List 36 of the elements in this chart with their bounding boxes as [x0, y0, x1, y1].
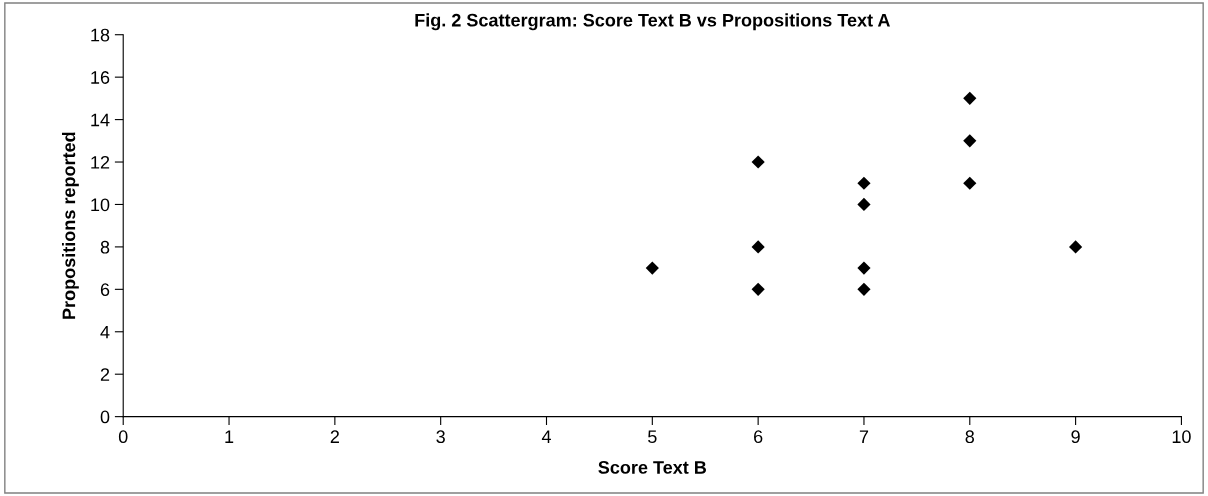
x-tick-label: 2 — [330, 430, 339, 443]
chart-title: Fig. 2 Scattergram: Score Text B vs Propositions Text A — [415, 13, 890, 31]
x-axis-title: Score Text B — [598, 461, 707, 474]
y-tick-label: 10 — [91, 198, 110, 212]
x-tick-label: 1 — [225, 430, 234, 443]
x-tick-label: 6 — [754, 430, 763, 444]
x-tick-label: 4 — [541, 430, 551, 443]
x-tick-label: 5 — [648, 430, 657, 444]
point — [857, 176, 871, 190]
y-axis-title: Propositions reported — [62, 132, 79, 319]
point — [857, 197, 871, 212]
y-tick-label: 8 — [100, 240, 110, 254]
point — [963, 134, 977, 148]
point — [751, 282, 765, 296]
point — [1069, 240, 1083, 254]
y-tick-label: 14 — [91, 113, 110, 127]
x-tick-label: 0 — [118, 430, 128, 444]
point — [751, 240, 765, 254]
x-tick-label: 3 — [436, 430, 445, 444]
point — [751, 155, 765, 169]
point — [857, 261, 871, 275]
x-tick-label: 9 — [1071, 430, 1080, 444]
x-tick-label: 7 — [859, 430, 869, 443]
x-tick-label: 8 — [965, 430, 975, 444]
y-tick-label: 0 — [100, 410, 110, 424]
point — [645, 261, 659, 275]
y-tick-label: 18 — [91, 28, 110, 42]
x-tick-label: 10 — [1172, 430, 1191, 444]
point — [963, 91, 977, 105]
y-tick-label: 2 — [100, 368, 110, 381]
y-tick-label: 6 — [100, 283, 110, 297]
point — [857, 282, 871, 296]
y-tick-label: 4 — [100, 325, 110, 339]
point — [963, 176, 977, 190]
y-tick-label: 16 — [91, 71, 110, 84]
y-tick-label: 12 — [91, 155, 110, 169]
